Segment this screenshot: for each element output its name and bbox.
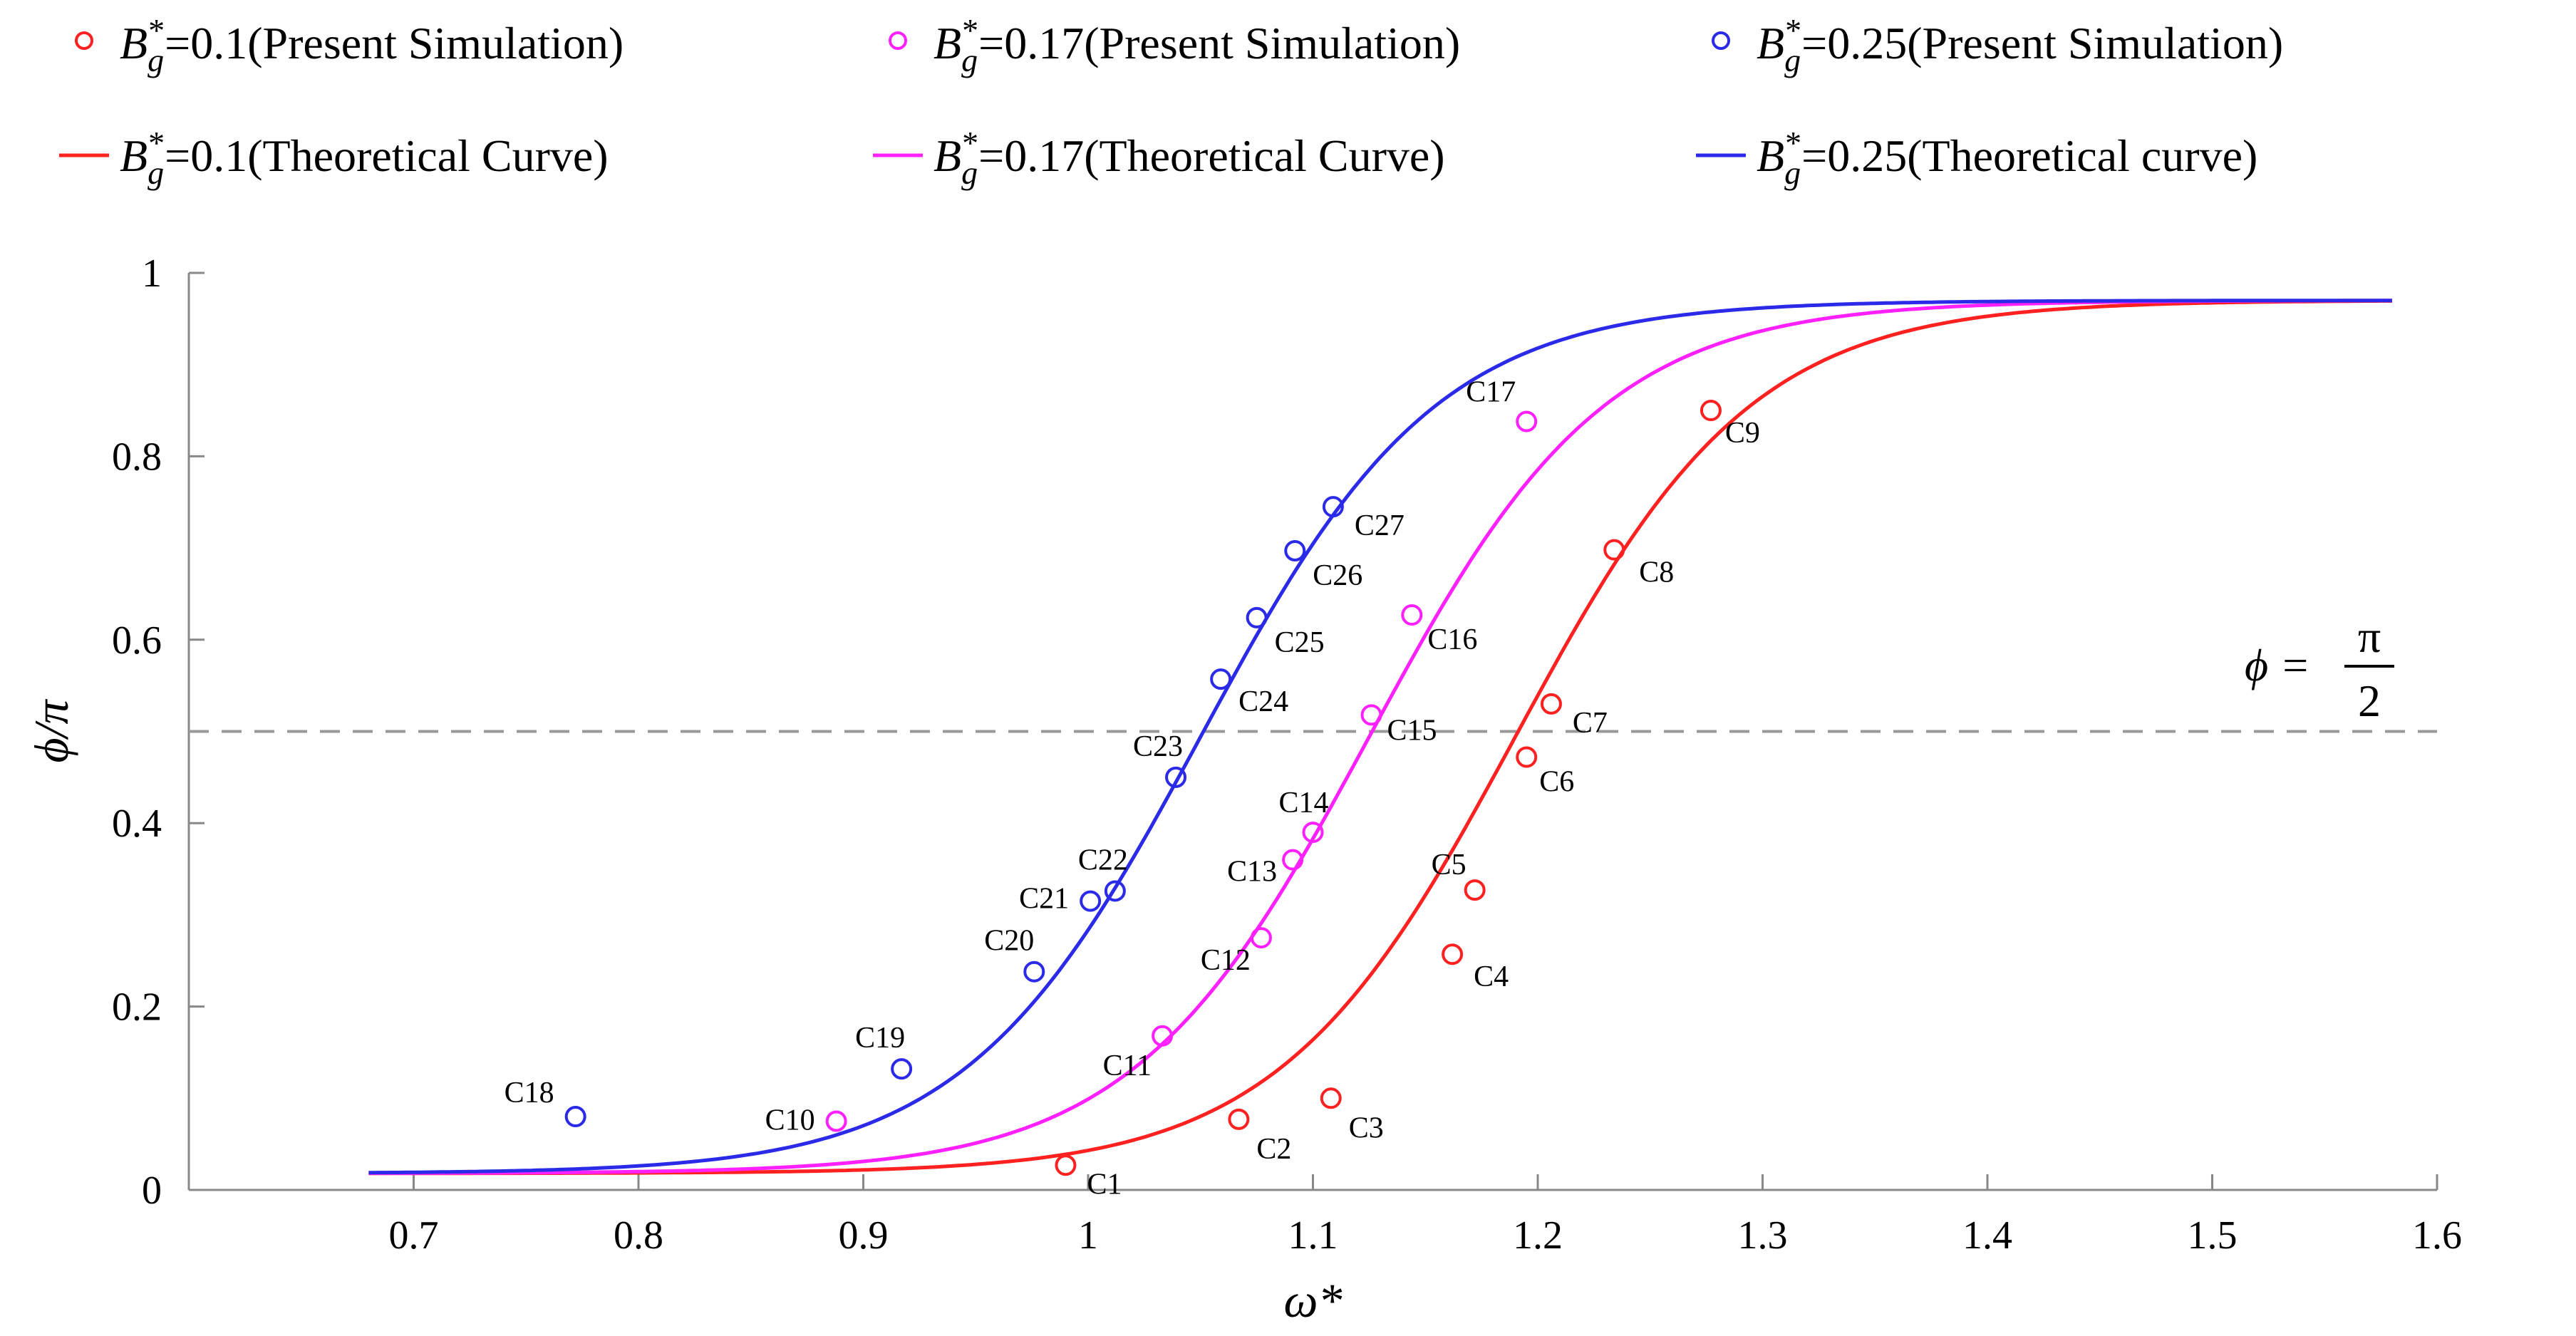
point-label-c10: C10 — [765, 1104, 815, 1136]
data-point-c10 — [825, 1110, 847, 1132]
point-label-c5: C5 — [1432, 849, 1467, 881]
point-label-c4: C4 — [1474, 960, 1509, 993]
point-label-c8: C8 — [1639, 556, 1674, 589]
point-label-c16: C16 — [1427, 623, 1477, 656]
legend-theory-label: Bg*=0.25(Theoretical curve) — [1757, 125, 2257, 191]
data-point-c15 — [1360, 704, 1382, 726]
legend-sim-label: Bg*=0.25(Present Simulation) — [1757, 12, 2283, 78]
reference-line: ϕ = π 2 — [189, 611, 2437, 733]
axes: 0.7 0.8 0.9 1 1.1 1.2 1.3 1.4 1.5 1.6 0 0.2 0.4 0.6 0.… — [112, 252, 2462, 1258]
data-point-c20 — [1023, 960, 1045, 983]
data-point-c4 — [1442, 943, 1464, 965]
y-tick-label: 0.4 — [112, 802, 162, 846]
pi-numerator: π — [2358, 611, 2381, 662]
data-point-c25 — [1246, 606, 1268, 628]
data-point-c6 — [1516, 746, 1538, 768]
point-label-c27: C27 — [1355, 509, 1405, 542]
point-label-c9: C9 — [1725, 417, 1760, 450]
x-tick-label: 0.7 — [389, 1213, 439, 1258]
x-tick-label: 1.4 — [1962, 1213, 2012, 1258]
point-label-c7: C7 — [1573, 707, 1608, 740]
data-point-c18 — [564, 1106, 586, 1128]
y-tick-label: 1 — [142, 252, 162, 296]
legend: Bg*=0.1(Present Simulation) Bg*=0.1(Theor… — [59, 12, 2283, 191]
points: C1 C2 C3 C4 C5 C6 C7 C8 C9 C10 C11 C12 C13 C14 C15 C16 C… — [505, 376, 1760, 1201]
legend-marker — [1712, 31, 1730, 50]
point-label-c11: C11 — [1103, 1050, 1152, 1082]
data-point-c27 — [1322, 496, 1344, 518]
x-tick-label: 0.9 — [839, 1213, 889, 1258]
data-point-c1 — [1055, 1154, 1077, 1176]
legend-sim-label: Bg*=0.17(Present Simulation) — [933, 12, 1460, 78]
curves — [368, 299, 2392, 1176]
y-tick-label: 0 — [142, 1169, 162, 1213]
point-label-c2: C2 — [1256, 1133, 1291, 1166]
point-label-c25: C25 — [1275, 626, 1325, 659]
pi-denominator: 2 — [2358, 675, 2381, 726]
point-label-c12: C12 — [1201, 944, 1251, 977]
x-tick-label: 1.5 — [2188, 1213, 2238, 1258]
theory-curve — [368, 299, 2392, 1176]
x-tick-label: 0.8 — [614, 1213, 663, 1258]
data-point-c23 — [1165, 766, 1187, 788]
point-label-c14: C14 — [1278, 787, 1328, 819]
x-tick-label: 1.1 — [1288, 1213, 1338, 1258]
point-label-c19: C19 — [855, 1022, 905, 1055]
data-point-c13 — [1282, 849, 1304, 871]
data-point-c17 — [1516, 410, 1538, 433]
point-label-c13: C13 — [1227, 856, 1277, 889]
data-point-c9 — [1700, 400, 1722, 422]
point-label-c15: C15 — [1387, 714, 1437, 747]
data-point-c16 — [1401, 604, 1423, 626]
legend-theory-label: Bg*=0.17(Theoretical Curve) — [933, 125, 1445, 191]
point-label-c23: C23 — [1133, 730, 1183, 763]
point-label-c21: C21 — [1019, 883, 1069, 916]
data-point-c3 — [1320, 1087, 1342, 1109]
data-point-c12 — [1250, 927, 1272, 949]
y-tick-label: 0.6 — [112, 618, 162, 663]
data-point-c7 — [1540, 693, 1562, 715]
data-point-c22 — [1104, 880, 1126, 902]
point-label-c18: C18 — [505, 1077, 554, 1109]
point-label-c3: C3 — [1349, 1112, 1384, 1144]
data-point-c26 — [1284, 539, 1306, 561]
data-point-c24 — [1210, 668, 1232, 690]
point-label-c17: C17 — [1466, 376, 1516, 408]
theory-curve — [368, 299, 2392, 1175]
data-point-c5 — [1464, 879, 1486, 901]
x-tick-label: 1.3 — [1738, 1213, 1788, 1258]
y-tick-label: 0.2 — [112, 985, 162, 1030]
theory-curve — [368, 299, 2392, 1176]
y-axis-label: ϕ/π — [24, 698, 78, 762]
data-point-c14 — [1302, 822, 1324, 844]
x-tick-label: 1.2 — [1513, 1213, 1563, 1258]
point-label-c20: C20 — [984, 925, 1034, 958]
phi-label: ϕ = — [2245, 640, 2310, 690]
data-point-c19 — [891, 1058, 913, 1080]
point-label-c1: C1 — [1087, 1168, 1122, 1201]
data-point-c8 — [1603, 539, 1625, 561]
x-axis-label: ω* — [1283, 1273, 1342, 1327]
data-point-c21 — [1080, 890, 1102, 912]
point-label-c24: C24 — [1238, 685, 1288, 718]
point-label-c26: C26 — [1313, 559, 1362, 592]
point-label-c22: C22 — [1078, 844, 1128, 876]
legend-marker — [889, 31, 907, 50]
x-tick-label: 1 — [1078, 1213, 1098, 1258]
x-tick-label: 1.6 — [2412, 1213, 2462, 1258]
legend-sim-label: Bg*=0.1(Present Simulation) — [120, 12, 624, 78]
data-point-c11 — [1152, 1025, 1174, 1047]
point-label-c6: C6 — [1539, 766, 1574, 799]
data-point-c2 — [1228, 1108, 1250, 1130]
y-tick-label: 0.8 — [112, 435, 162, 479]
legend-theory-label: Bg*=0.1(Theoretical Curve) — [120, 125, 609, 191]
legend-marker — [75, 31, 93, 50]
